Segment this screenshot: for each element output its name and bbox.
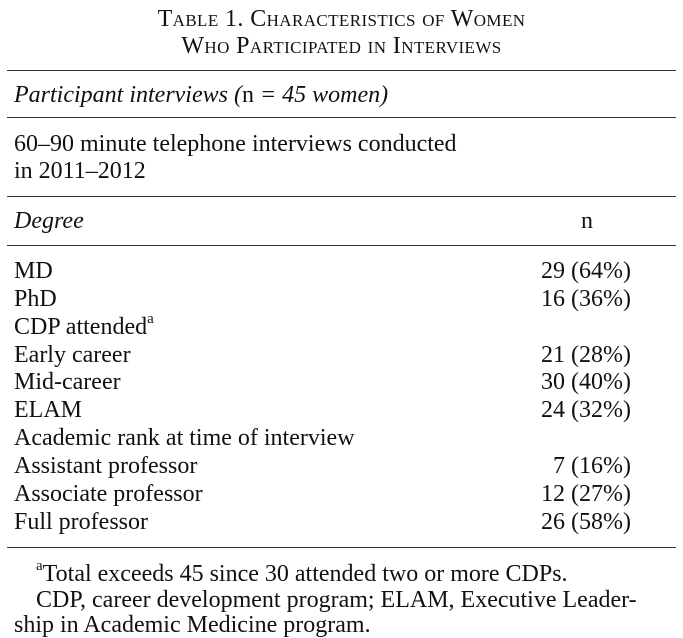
description-line-1: 60–90 minute telephone interviews conduc… bbox=[14, 131, 457, 157]
table-title-line-1: Table 1. Characteristics of Women bbox=[157, 6, 526, 32]
header-bottom-rule bbox=[7, 245, 676, 246]
table-row: Mid-career 30 (40%) bbox=[0, 369, 683, 396]
footnote-a: aTotal exceeds 45 since 30 attended two … bbox=[36, 558, 568, 588]
table-row: CDP attendeda bbox=[0, 311, 683, 341]
row-value: 16 (36%) bbox=[541, 286, 631, 312]
footnote-abbrev-line-2: ship in Academic Medicine program. bbox=[14, 612, 371, 638]
row-value: 30 (40%) bbox=[541, 369, 631, 395]
row-label: ELAM bbox=[14, 397, 82, 423]
footnote-marker: a bbox=[147, 311, 154, 327]
row-value: 7 (16%) bbox=[547, 453, 631, 479]
row-label: Early career bbox=[14, 342, 131, 368]
table-row: Assistant professor 7 (16%) bbox=[0, 453, 683, 480]
row-label: Academic rank at time of interview bbox=[14, 425, 355, 451]
header-n: n bbox=[581, 208, 593, 234]
row-label: CDP attendeda bbox=[14, 311, 154, 341]
table-title-line-2: Who Participated in Interviews bbox=[181, 33, 502, 59]
section-rule bbox=[7, 117, 676, 118]
table-row: Associate professor 12 (27%) bbox=[0, 481, 683, 508]
row-label: Assistant professor bbox=[14, 453, 198, 479]
table-row: PhD 16 (36%) bbox=[0, 286, 683, 313]
bottom-rule bbox=[7, 547, 676, 548]
footnote-a-marker: a bbox=[36, 558, 43, 574]
row-value: 29 (64%) bbox=[541, 258, 631, 284]
table-row: Academic rank at time of interview bbox=[0, 425, 683, 452]
row-label: PhD bbox=[14, 286, 57, 312]
row-value: 24 (32%) bbox=[541, 397, 631, 423]
row-label: Full professor bbox=[14, 509, 148, 535]
footnote-abbrev-line-1: CDP, career development program; ELAM, E… bbox=[36, 587, 637, 613]
header-top-rule bbox=[7, 196, 676, 197]
description-line-2: in 2011–2012 bbox=[14, 158, 146, 184]
row-value: 12 (27%) bbox=[541, 481, 631, 507]
section-label: Participant interviews (n = 45 women) bbox=[14, 82, 389, 108]
table-row: Early career 21 (28%) bbox=[0, 342, 683, 369]
row-value: 21 (28%) bbox=[541, 342, 631, 368]
header-degree: Degree bbox=[14, 208, 84, 234]
row-label: Mid-career bbox=[14, 369, 121, 395]
table-row: ELAM 24 (32%) bbox=[0, 397, 683, 424]
row-value: 26 (58%) bbox=[541, 509, 631, 535]
table-row: Full professor 26 (58%) bbox=[0, 509, 683, 536]
row-label: Associate professor bbox=[14, 481, 203, 507]
top-rule bbox=[7, 70, 676, 71]
table-row: MD 29 (64%) bbox=[0, 258, 683, 285]
row-label: MD bbox=[14, 258, 53, 284]
